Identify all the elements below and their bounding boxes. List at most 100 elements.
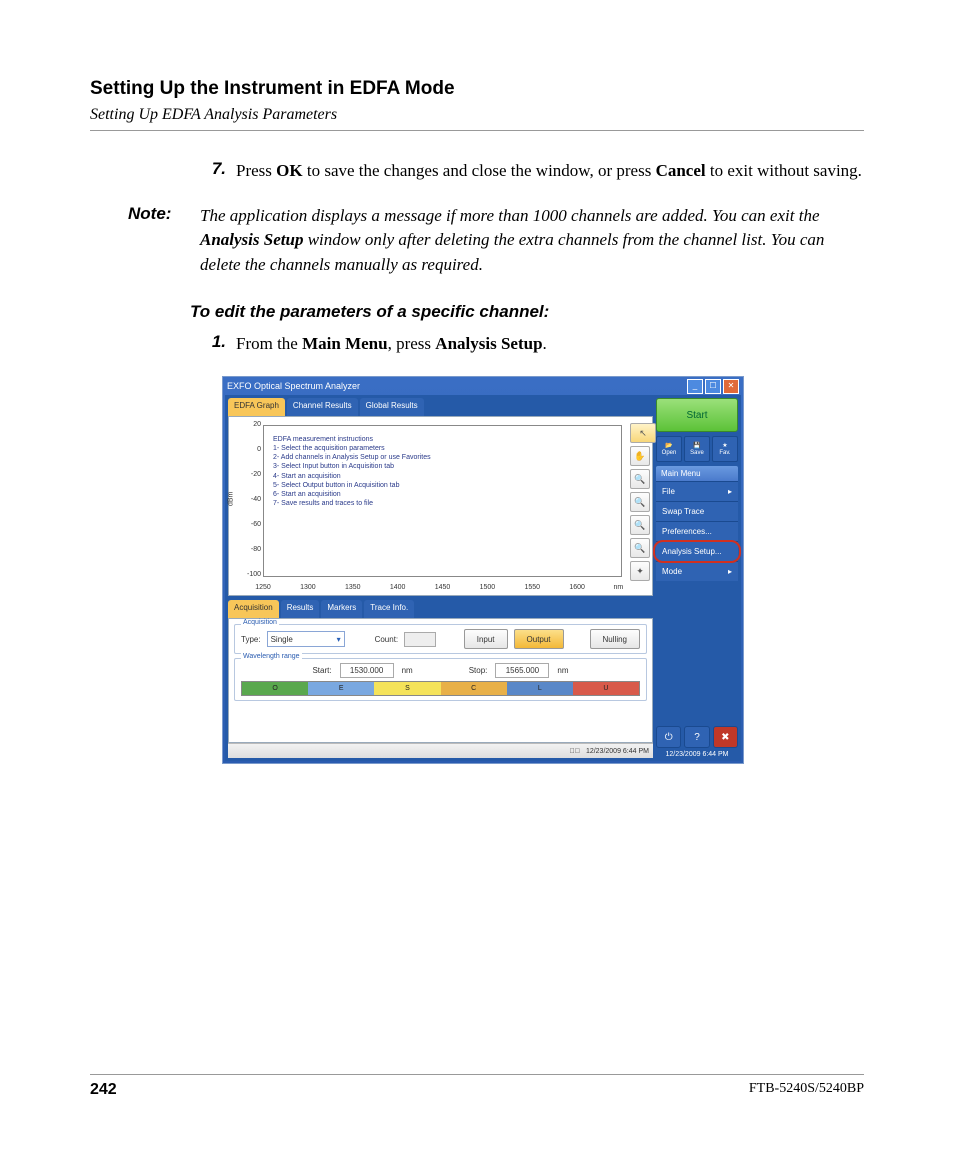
y-tick: -40: [243, 496, 261, 503]
document-page: Setting Up the Instrument in EDFA Mode S…: [0, 0, 954, 1159]
save-icon: 💾: [693, 442, 700, 449]
menu-mode[interactable]: Mode▸: [656, 561, 738, 581]
menu-file[interactable]: File▸: [656, 481, 738, 501]
tab-global-results[interactable]: Global Results: [360, 398, 424, 416]
note-text: The application displays a message if mo…: [200, 204, 864, 278]
tab-acquisition[interactable]: Acquisition: [228, 600, 279, 618]
chart-tool-5[interactable]: 🔍: [630, 538, 650, 558]
note-block: Note: The application displays a message…: [90, 204, 864, 278]
titlebar[interactable]: EXFO Optical Spectrum Analyzer _ ☐ ✕: [223, 377, 743, 395]
acquisition-group: Acquisition Type: Single▾ Count: Input O…: [234, 624, 647, 654]
x-tick: nm: [614, 584, 624, 591]
wavelength-bands: OESCLU: [241, 681, 640, 696]
output-button[interactable]: Output: [514, 629, 564, 649]
note-label: Note:: [128, 204, 200, 278]
x-tick: 1350: [345, 584, 361, 591]
main-column: EDFA GraphChannel ResultsGlobal Results …: [228, 398, 653, 758]
y-tick: -80: [243, 546, 261, 553]
start-label: Start:: [312, 666, 331, 675]
band-L: L: [507, 682, 573, 695]
fav-button[interactable]: ★Fav.: [712, 436, 738, 462]
instr-line: 3- Select Input button in Acquisition ta…: [273, 462, 431, 471]
chart-tool-1[interactable]: ✋: [630, 446, 650, 466]
input-button[interactable]: Input: [464, 629, 508, 649]
type-label: Type:: [241, 635, 261, 644]
band-O: O: [242, 682, 308, 695]
chart-tool-0[interactable]: ↖: [630, 423, 656, 443]
menu-preferences[interactable]: Preferences...: [656, 521, 738, 541]
y-tick: -20: [243, 471, 261, 478]
bottom-icon-0[interactable]: ⏻: [656, 726, 681, 748]
nulling-button[interactable]: Nulling: [590, 629, 640, 649]
group-label: Wavelength range: [241, 653, 302, 660]
tab-edfa-graph[interactable]: EDFA Graph: [228, 398, 285, 416]
app-body: EDFA GraphChannel ResultsGlobal Results …: [225, 395, 741, 761]
y-tick: 0: [243, 446, 261, 453]
stop-label: Stop:: [469, 666, 488, 675]
chevron-down-icon: ▾: [337, 635, 341, 644]
section-subtitle: Setting Up EDFA Analysis Parameters: [90, 106, 864, 124]
tab-markers[interactable]: Markers: [321, 600, 362, 618]
tab-trace-info-[interactable]: Trace Info.: [364, 600, 414, 618]
status-icon: �⃞: [569, 748, 580, 755]
unit-label: nm: [402, 666, 413, 675]
window-title: EXFO Optical Spectrum Analyzer: [227, 381, 685, 391]
close-button[interactable]: ✕: [723, 379, 739, 394]
chart-toolbar: ↖✋🔍🔍🔍🔍✦: [630, 423, 648, 581]
menu-analysis-setup[interactable]: Analysis Setup...: [656, 541, 738, 561]
quick-icons: 📂Open💾Save★Fav.: [656, 436, 738, 462]
screenshot-wrap: EXFO Optical Spectrum Analyzer _ ☐ ✕ EDF…: [222, 376, 864, 764]
start-field[interactable]: 1530.000: [340, 663, 394, 678]
start-button[interactable]: Start: [656, 398, 738, 432]
section-title: Setting Up the Instrument in EDFA Mode: [90, 78, 864, 100]
x-tick: 1400: [390, 584, 406, 591]
save-button[interactable]: 💾Save: [684, 436, 710, 462]
model-id: FTB-5240S/5240BP: [749, 1081, 864, 1099]
minimize-button[interactable]: _: [687, 379, 703, 394]
status-time: 12/23/2009 6:44 PM: [586, 748, 649, 755]
step-text: From the Main Menu, press Analysis Setup…: [236, 332, 547, 357]
fav.-icon: ★: [722, 442, 727, 449]
maximize-button[interactable]: ☐: [705, 379, 721, 394]
step-text: Press OK to save the changes and close t…: [236, 159, 862, 184]
instr-line: 7- Save results and traces to file: [273, 499, 431, 508]
page-footer: 242 FTB-5240S/5240BP: [90, 1074, 864, 1099]
lower-tabs: AcquisitionResultsMarkersTrace Info.: [228, 600, 653, 618]
menu-header: Main Menu: [656, 466, 738, 481]
chart-tool-6[interactable]: ✦: [630, 561, 650, 581]
tab-channel-results[interactable]: Channel Results: [287, 398, 358, 416]
x-tick: 1550: [524, 584, 540, 591]
open-icon: 📂: [665, 442, 672, 449]
band-U: U: [573, 682, 639, 695]
bottom-icon-2[interactable]: ✖: [713, 726, 738, 748]
band-C: C: [441, 682, 507, 695]
type-select[interactable]: Single▾: [267, 631, 345, 647]
band-S: S: [374, 682, 440, 695]
count-field[interactable]: [404, 632, 436, 647]
y-tick: -100: [243, 571, 261, 578]
step-number: 1.: [190, 332, 236, 357]
instr-title: EDFA measurement instructions: [273, 435, 431, 444]
side-timestamp: 12/23/2009 6:44 PM: [656, 751, 738, 758]
chart-tool-4[interactable]: 🔍: [630, 515, 650, 535]
step-7: 7. Press OK to save the changes and clos…: [90, 159, 864, 184]
instr-line: 5- Select Output button in Acquisition t…: [273, 481, 431, 490]
chart-tool-2[interactable]: 🔍: [630, 469, 650, 489]
tab-results[interactable]: Results: [281, 600, 320, 618]
wavelength-group: Wavelength range Start: 1530.000 nm Stop…: [234, 658, 647, 701]
procedure-title: To edit the parameters of a specific cha…: [190, 302, 864, 322]
bottom-icons: ⏻?✖: [656, 726, 738, 748]
chart-tool-3[interactable]: 🔍: [630, 492, 650, 512]
x-tick: 1300: [300, 584, 316, 591]
band-E: E: [308, 682, 374, 695]
step-number: 7.: [190, 159, 236, 184]
chevron-right-icon: ▸: [728, 567, 732, 576]
bottom-icon-1[interactable]: ?: [684, 726, 709, 748]
instr-line: 1- Select the acquisition parameters: [273, 444, 431, 453]
menu-swap-trace[interactable]: Swap Trace: [656, 501, 738, 521]
app-window: EXFO Optical Spectrum Analyzer _ ☐ ✕ EDF…: [222, 376, 744, 764]
top-tabs: EDFA GraphChannel ResultsGlobal Results: [228, 398, 653, 416]
x-tick: 1600: [569, 584, 585, 591]
stop-field[interactable]: 1565.000: [495, 663, 549, 678]
open-button[interactable]: 📂Open: [656, 436, 682, 462]
